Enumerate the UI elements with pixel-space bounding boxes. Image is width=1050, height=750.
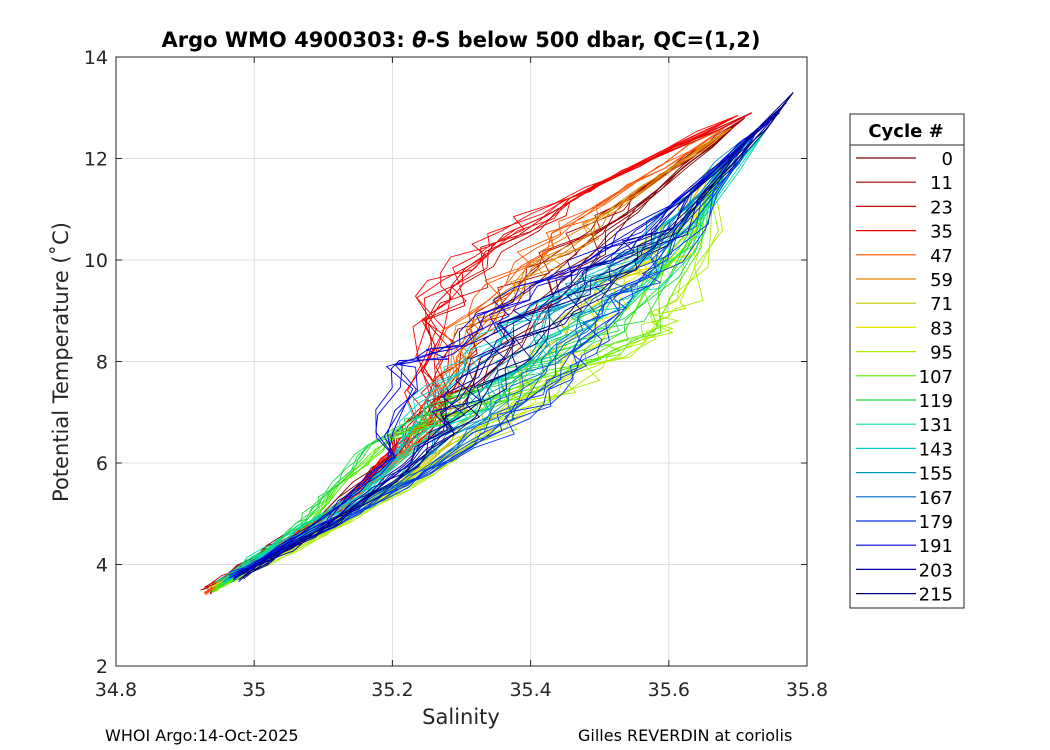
legend-label-191: 191 xyxy=(919,536,953,557)
series-line-cycle-119 xyxy=(219,148,739,587)
legend-label-203: 203 xyxy=(919,560,953,581)
legend-label-179: 179 xyxy=(919,512,953,533)
legend-label-215: 215 xyxy=(919,585,953,606)
legend-label-131: 131 xyxy=(919,415,953,436)
x-tick-label: 35 xyxy=(242,679,266,701)
series-line-cycle-95 xyxy=(211,158,725,588)
legend-label-23: 23 xyxy=(930,197,953,218)
series-line-cycle-191 xyxy=(233,112,780,579)
legend-box xyxy=(849,113,965,609)
x-tick-label: 35.2 xyxy=(371,679,413,701)
y-tick-label: 8 xyxy=(96,352,108,374)
series-line-cycle-203 xyxy=(238,102,787,574)
legend-label-59: 59 xyxy=(930,270,953,291)
title-part-2: -S below 500 dbar, QC=(1,2) xyxy=(427,28,761,52)
series-line-cycle-35 xyxy=(211,114,739,588)
axis-ticks: 34.8 35 35.2 35.4 35.6 35.8 2 4 6 8 10 12 14 xyxy=(84,47,828,701)
legend-label-95: 95 xyxy=(930,343,953,364)
y-tick-label: 6 xyxy=(96,453,108,475)
series-line-cycle-203 xyxy=(237,102,787,576)
footer-right: Gilles REVERDIN at coriolis xyxy=(578,726,792,745)
x-tick-label: 35.8 xyxy=(786,679,828,701)
legend-label-119: 119 xyxy=(919,391,953,412)
x-tick-label: 35.4 xyxy=(509,679,551,701)
y-tick-label: 12 xyxy=(84,149,108,171)
y-tick-label: 4 xyxy=(96,555,108,577)
series-line-cycle-131 xyxy=(215,130,766,583)
series-line-cycle-215 xyxy=(238,92,794,581)
y-axis-label: Potential Temperature (˚C) xyxy=(49,222,73,502)
x-axis-label: Salinity xyxy=(422,705,500,729)
legend-title: Cycle # xyxy=(868,121,943,142)
series-line-cycle-191 xyxy=(238,112,780,583)
legend-label-143: 143 xyxy=(919,439,953,460)
series-line-cycle-179 xyxy=(234,127,759,575)
series-line-cycle-143 xyxy=(228,137,753,580)
title-theta: θ xyxy=(412,28,426,52)
series-line-cycle-203 xyxy=(236,102,787,573)
legend-label-0: 0 xyxy=(942,149,953,170)
x-tick-label: 35.6 xyxy=(648,679,690,701)
footer-left: WHOI Argo:14-Oct-2025 xyxy=(105,726,299,745)
series-line-cycle-0 xyxy=(209,122,739,595)
legend-entries: 0 11 23 35 47 59 71 83 95 107 119 131 143 155 167 179 19… xyxy=(856,149,953,606)
x-tick-label: 34.8 xyxy=(95,679,137,701)
series-line-cycle-95 xyxy=(215,158,725,593)
series-line-cycle-59 xyxy=(215,127,732,591)
series-line-cycle-179 xyxy=(234,127,759,575)
series-line-cycle-215 xyxy=(235,92,794,578)
title-part-1: Argo WMO 4900303: xyxy=(161,28,412,52)
y-tick-label: 2 xyxy=(96,656,108,678)
legend: Cycle # 0 11 23 35 47 59 71 83 95 107 119 131 143 155… xyxy=(849,113,965,609)
series-lines xyxy=(200,92,794,596)
legend-label-11: 11 xyxy=(930,173,953,194)
legend-label-167: 167 xyxy=(919,488,953,509)
y-tick-label: 10 xyxy=(84,250,108,272)
legend-label-83: 83 xyxy=(930,318,953,339)
legend-label-35: 35 xyxy=(930,222,953,243)
legend-label-155: 155 xyxy=(919,464,953,485)
series-line-cycle-143 xyxy=(225,137,753,582)
series-line-cycle-47 xyxy=(205,127,725,594)
series-line-cycle-179 xyxy=(237,127,759,576)
legend-label-71: 71 xyxy=(930,294,953,315)
y-tick-label: 14 xyxy=(84,47,108,69)
legend-label-107: 107 xyxy=(919,367,953,388)
legend-label-47: 47 xyxy=(930,246,953,267)
series-line-cycle-215 xyxy=(243,92,794,578)
chart-title: Argo WMO 4900303: θ-S below 500 dbar, QC… xyxy=(161,28,760,52)
